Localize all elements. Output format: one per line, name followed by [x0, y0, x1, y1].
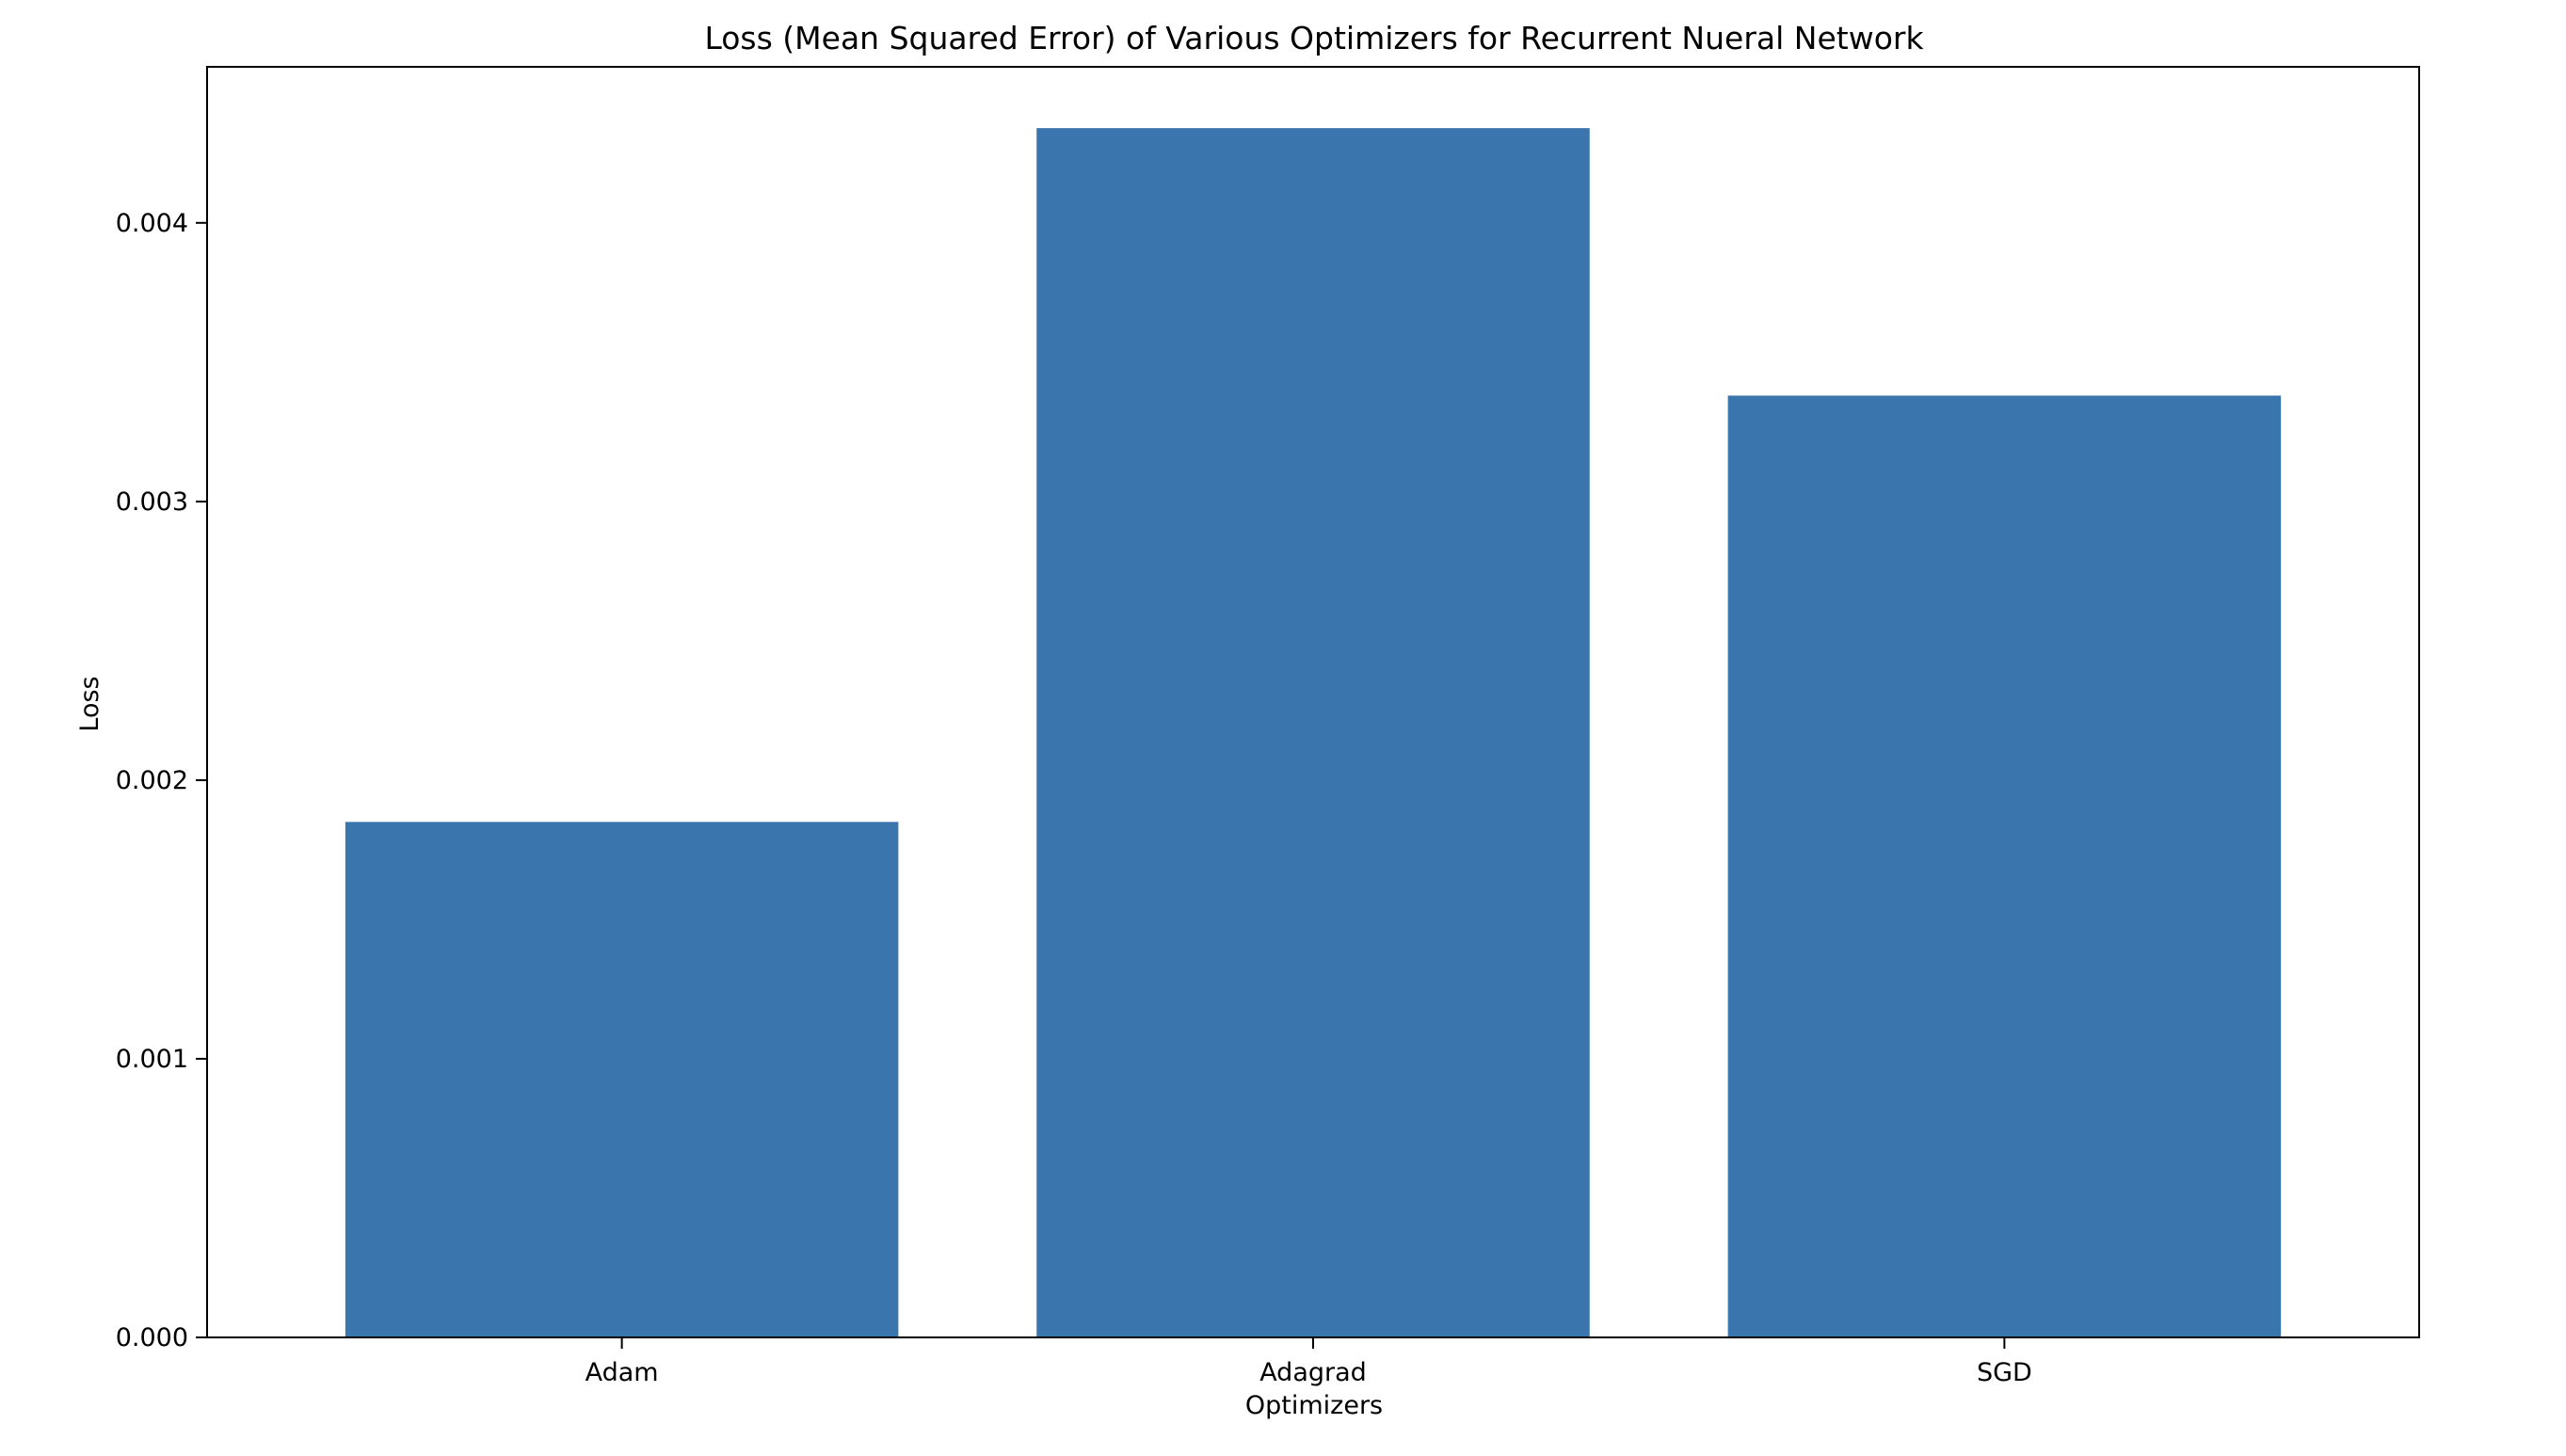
- bar-adam: [345, 822, 899, 1337]
- bar-sgd: [1727, 395, 2282, 1337]
- chart-title: Loss (Mean Squared Error) of Various Opt…: [704, 20, 1924, 56]
- y-axis-label: Loss: [75, 676, 104, 731]
- x-tick-label: SGD: [1977, 1358, 2032, 1387]
- x-tick-label: Adagrad: [1259, 1358, 1367, 1387]
- y-tick-label: 0.004: [116, 209, 188, 238]
- y-axis-ticks: 0.000 0.001 0.002 0.003 0.004: [116, 209, 207, 1352]
- x-tick-label: Adam: [585, 1358, 659, 1387]
- y-tick-label: 0.003: [116, 488, 188, 517]
- x-axis-label: Optimizers: [1245, 1391, 1383, 1420]
- y-tick-label: 0.002: [116, 766, 188, 795]
- bars-layer: [345, 128, 2282, 1337]
- y-tick-label: 0.001: [116, 1045, 188, 1074]
- x-axis-ticks: Adam Adagrad SGD: [585, 1337, 2032, 1387]
- y-tick-label: 0.000: [116, 1323, 188, 1352]
- bar-adagrad: [1036, 128, 1590, 1337]
